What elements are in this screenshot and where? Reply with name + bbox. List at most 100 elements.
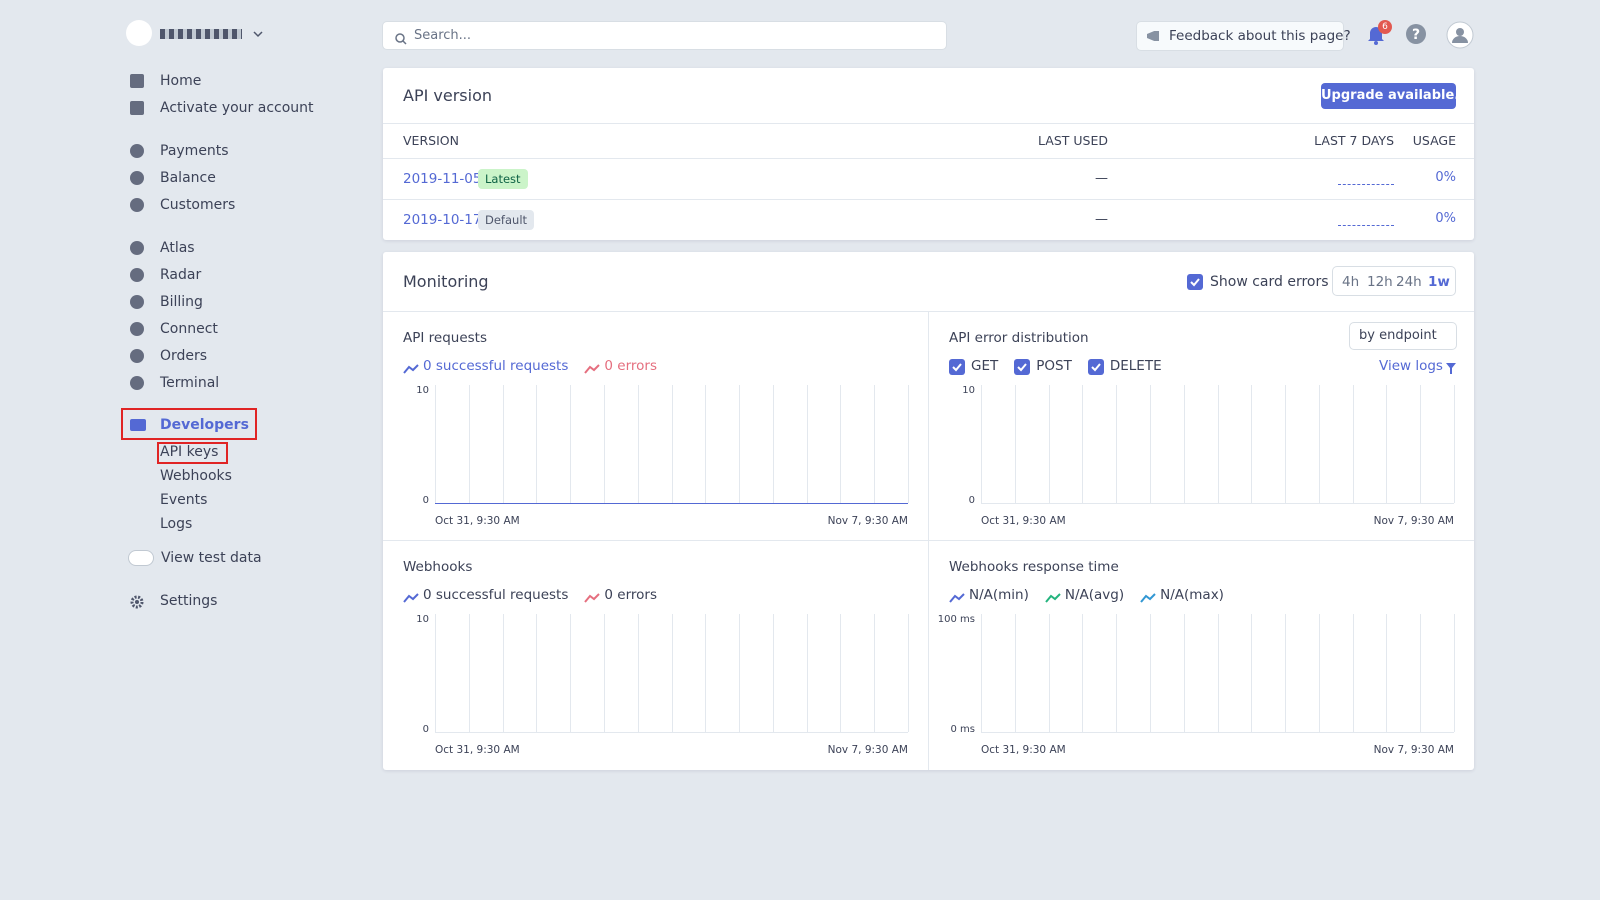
y-tick-label: 10 (962, 385, 975, 396)
column-header: LAST 7 DAYS (1314, 133, 1394, 148)
grid-line (1082, 614, 1084, 732)
grid-line (468, 614, 470, 732)
y-tick-label: 0 (968, 495, 975, 506)
grid-line (908, 385, 909, 503)
nav-icon (130, 198, 144, 212)
account-chevron[interactable] (252, 28, 264, 40)
nav-item[interactable]: Customers (160, 197, 236, 213)
grid-line (468, 385, 470, 503)
y-tick-label: 10 (416, 614, 429, 625)
grid-line (806, 385, 808, 503)
nav-icon (130, 171, 144, 185)
last-used: — (1095, 212, 1108, 227)
subnav-item[interactable]: API keys (160, 444, 219, 460)
select-label[interactable]: by endpoint (1359, 328, 1437, 343)
nav-item[interactable]: Atlas (160, 240, 195, 256)
legend-label: 0 successful requests (423, 587, 569, 603)
checkbox-label[interactable]: Show card errors (1210, 274, 1329, 290)
select[interactable] (1350, 323, 1456, 349)
card-title: Monitoring (403, 272, 489, 291)
feedback-icon (1147, 31, 1159, 41)
grid-line (1420, 385, 1422, 503)
grid-line (874, 385, 876, 503)
grid-line (1217, 385, 1219, 503)
subnav-item[interactable]: Webhooks (160, 468, 232, 484)
panel-title: Webhooks (403, 559, 473, 575)
checkbox[interactable] (1187, 274, 1203, 294)
grid-line (1386, 614, 1388, 732)
sparkline (1338, 225, 1394, 226)
x-tick-label: Nov 7, 9:30 AM (1373, 515, 1454, 527)
range-option[interactable]: 1w (1428, 274, 1450, 290)
grid-line (1285, 614, 1287, 732)
user-avatar[interactable] (1446, 21, 1474, 53)
grid-line (1014, 385, 1016, 503)
filter-label[interactable]: DELETE (1109, 358, 1162, 374)
search-box[interactable] (383, 22, 946, 49)
legend-label: 0 errors (604, 587, 657, 603)
column-header: USAGE (1412, 133, 1456, 148)
last-used: — (1095, 171, 1108, 186)
filter-label[interactable]: POST (1036, 358, 1072, 374)
settings-icon-svg (130, 595, 144, 609)
range-option[interactable]: 24h (1396, 274, 1422, 290)
help-icon-svg: ? (1406, 24, 1426, 44)
account-avatar[interactable] (126, 20, 152, 46)
filter-label[interactable]: GET (971, 358, 999, 374)
subnav-item[interactable]: Events (160, 492, 208, 508)
nav-item[interactable]: Connect (160, 321, 218, 337)
toggle[interactable] (128, 550, 154, 566)
grid-line (840, 385, 842, 503)
baseline (981, 732, 1454, 733)
nav-item[interactable]: Terminal (160, 375, 220, 391)
range-option[interactable]: 4h (1342, 274, 1360, 290)
grid-line (981, 614, 982, 732)
grid-line (570, 385, 572, 503)
checkbox-svg (1187, 274, 1203, 290)
view-logs-link[interactable]: View logs (1379, 358, 1443, 374)
feedback-label[interactable]: Feedback about this page? (1169, 28, 1351, 44)
usage: 0% (1435, 170, 1456, 185)
grid-line (1352, 385, 1354, 503)
feedback-button[interactable] (1137, 22, 1343, 50)
divider (383, 123, 1474, 124)
toggle-label[interactable]: View test data (161, 550, 262, 566)
nav-item-active[interactable]: Developers (160, 417, 249, 433)
card-title: API version (403, 86, 492, 105)
grid-line (739, 385, 741, 503)
version-link[interactable]: 2019-11-05 (403, 171, 482, 187)
legend-icon (1140, 588, 1156, 607)
nav-icon (130, 268, 144, 282)
legend-icon-svg (1045, 593, 1061, 603)
checkbox[interactable] (1014, 359, 1031, 379)
nav-item[interactable]: Activate your account (160, 100, 314, 116)
account-name-pixelated[interactable] (160, 29, 242, 39)
nav-item[interactable]: Settings (160, 593, 218, 609)
help-icon[interactable]: ? (1405, 23, 1427, 49)
grid-line (637, 614, 639, 732)
checkbox[interactable] (1087, 359, 1104, 379)
subnav-item[interactable]: Logs (160, 516, 193, 532)
range-option[interactable]: 12h (1367, 274, 1393, 290)
version-badge: Default (478, 210, 535, 230)
grid-line (772, 385, 774, 503)
nav-item[interactable]: Home (160, 73, 202, 89)
nav-item[interactable]: Payments (160, 143, 229, 159)
nav-item[interactable]: Orders (160, 348, 208, 364)
nav-item[interactable]: Billing (160, 294, 203, 310)
y-tick-label: 0 (422, 495, 429, 506)
grid-line (1149, 614, 1151, 732)
nav-item[interactable]: Radar (160, 267, 202, 283)
checkbox[interactable] (949, 359, 965, 379)
grid-line (705, 385, 707, 503)
grid-line (603, 385, 605, 503)
y-tick-label: 10 (416, 385, 429, 396)
search-icon-svg (395, 33, 407, 45)
nav-item[interactable]: Balance (160, 170, 216, 186)
grid-line (772, 614, 774, 732)
grid-line (671, 385, 673, 503)
upgrade-button[interactable]: Upgrade available... (1321, 83, 1469, 109)
grid-line (1386, 385, 1388, 503)
grid-line (806, 614, 808, 732)
version-link[interactable]: 2019-10-17 (403, 212, 482, 228)
